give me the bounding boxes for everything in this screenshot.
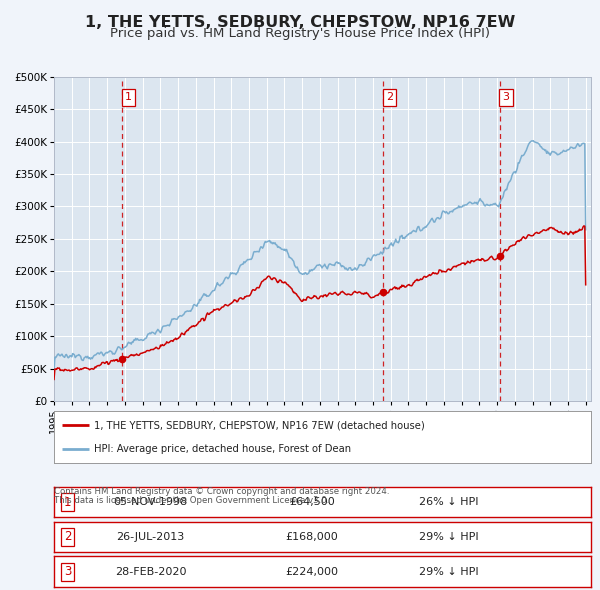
- Text: £64,500: £64,500: [289, 497, 335, 507]
- Text: 1, THE YETTS, SEDBURY, CHEPSTOW, NP16 7EW: 1, THE YETTS, SEDBURY, CHEPSTOW, NP16 7E…: [85, 15, 515, 30]
- Text: 05-NOV-1998: 05-NOV-1998: [113, 497, 188, 507]
- Text: 28-FEB-2020: 28-FEB-2020: [115, 567, 187, 576]
- Text: HPI: Average price, detached house, Forest of Dean: HPI: Average price, detached house, Fore…: [94, 444, 352, 454]
- Text: 2: 2: [386, 93, 393, 103]
- Text: 3: 3: [503, 93, 509, 103]
- Text: Price paid vs. HM Land Registry's House Price Index (HPI): Price paid vs. HM Land Registry's House …: [110, 27, 490, 40]
- Text: 3: 3: [64, 565, 71, 578]
- Text: 26% ↓ HPI: 26% ↓ HPI: [419, 497, 479, 507]
- Text: £168,000: £168,000: [286, 532, 338, 542]
- Text: 26-JUL-2013: 26-JUL-2013: [116, 532, 185, 542]
- Text: 29% ↓ HPI: 29% ↓ HPI: [419, 567, 479, 576]
- Text: £224,000: £224,000: [285, 567, 338, 576]
- Text: 2: 2: [64, 530, 71, 543]
- Text: 1: 1: [125, 93, 132, 103]
- Text: 1, THE YETTS, SEDBURY, CHEPSTOW, NP16 7EW (detached house): 1, THE YETTS, SEDBURY, CHEPSTOW, NP16 7E…: [94, 420, 425, 430]
- Text: 1: 1: [64, 496, 71, 509]
- Text: Contains HM Land Registry data © Crown copyright and database right 2024.: Contains HM Land Registry data © Crown c…: [54, 487, 389, 496]
- Text: 29% ↓ HPI: 29% ↓ HPI: [419, 532, 479, 542]
- Text: This data is licensed under the Open Government Licence v3.0.: This data is licensed under the Open Gov…: [54, 496, 329, 504]
